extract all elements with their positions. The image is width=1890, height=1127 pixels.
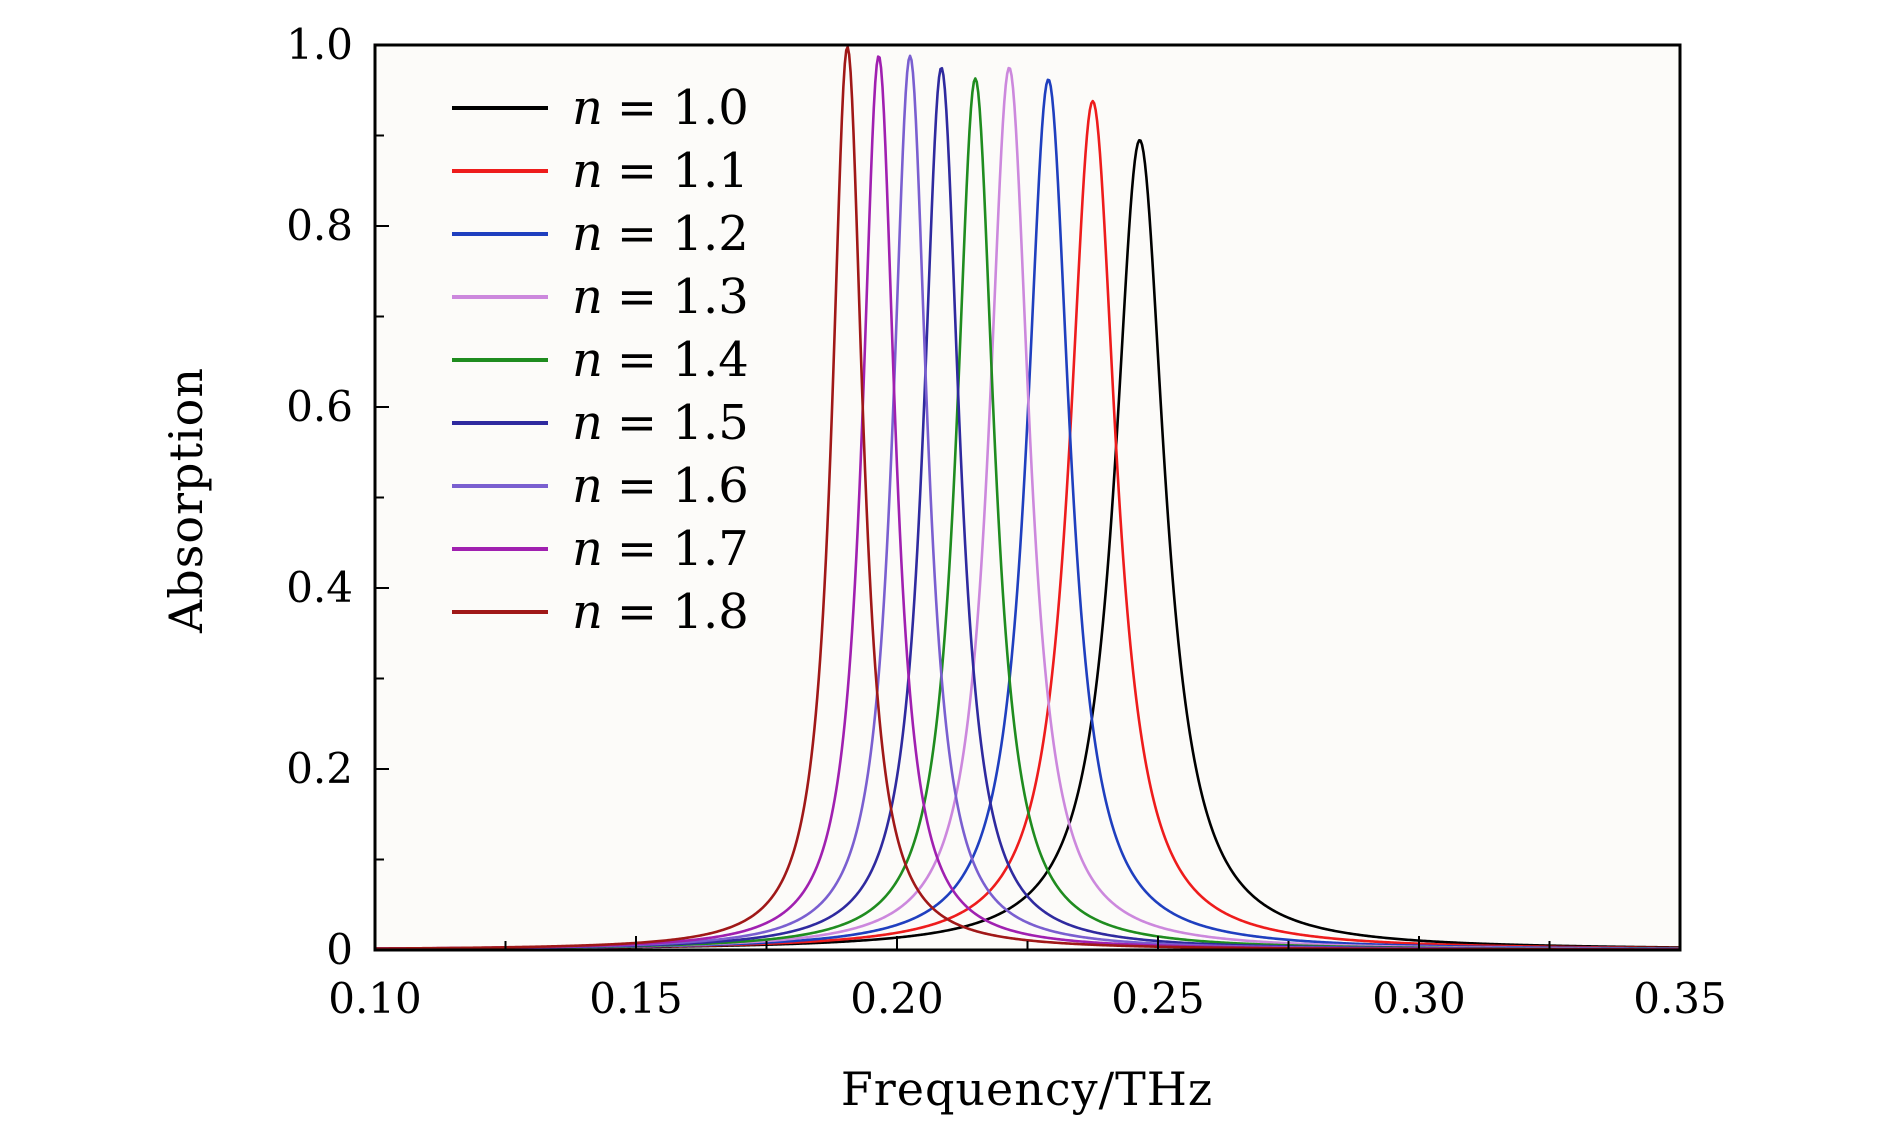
y-tick-label: 0.2 <box>286 744 353 793</box>
x-tick-labels: 0.10 0.15 0.20 0.25 0.30 0.35 <box>328 974 1727 1023</box>
x-axis-title: Frequency/THz <box>841 1062 1213 1116</box>
legend-label-4: n = 1.3 <box>572 269 749 325</box>
legend-label-5: n = 1.4 <box>572 332 749 388</box>
legend-label-6: n = 1.5 <box>572 395 749 451</box>
y-axis-title: Absorption <box>159 367 213 634</box>
y-tick-label: 0 <box>326 925 353 974</box>
plot-background <box>375 45 1680 950</box>
legend: n = 1.0 n = 1.1 n = 1.2 n = 1.3 n = 1.4 n = 1.5 n = 1… <box>452 80 749 640</box>
plot-frame <box>373 43 1682 952</box>
y-tick-label: 0.8 <box>286 201 353 250</box>
x-tick-label: 0.35 <box>1633 974 1727 1023</box>
legend-label-2: n = 1.1 <box>572 143 749 199</box>
legend-label-7: n = 1.6 <box>572 458 749 514</box>
y-tick-label: 0.6 <box>286 382 353 431</box>
legend-label-8: n = 1.7 <box>572 521 749 577</box>
y-tick-labels: 0 0.2 0.4 0.6 0.8 1.0 <box>286 20 353 974</box>
y-tick-label: 1.0 <box>286 20 353 69</box>
x-tick-label: 0.15 <box>589 974 683 1023</box>
legend-label-3: n = 1.2 <box>572 206 749 262</box>
y-tick-label: 0.4 <box>286 563 353 612</box>
x-tick-label: 0.25 <box>1111 974 1205 1023</box>
x-tick-label: 0.20 <box>850 974 944 1023</box>
legend-label-9: n = 1.8 <box>572 584 749 640</box>
legend-label-1: n = 1.0 <box>572 80 749 136</box>
x-tick-label: 0.10 <box>328 974 422 1023</box>
x-tick-label: 0.30 <box>1372 974 1466 1023</box>
